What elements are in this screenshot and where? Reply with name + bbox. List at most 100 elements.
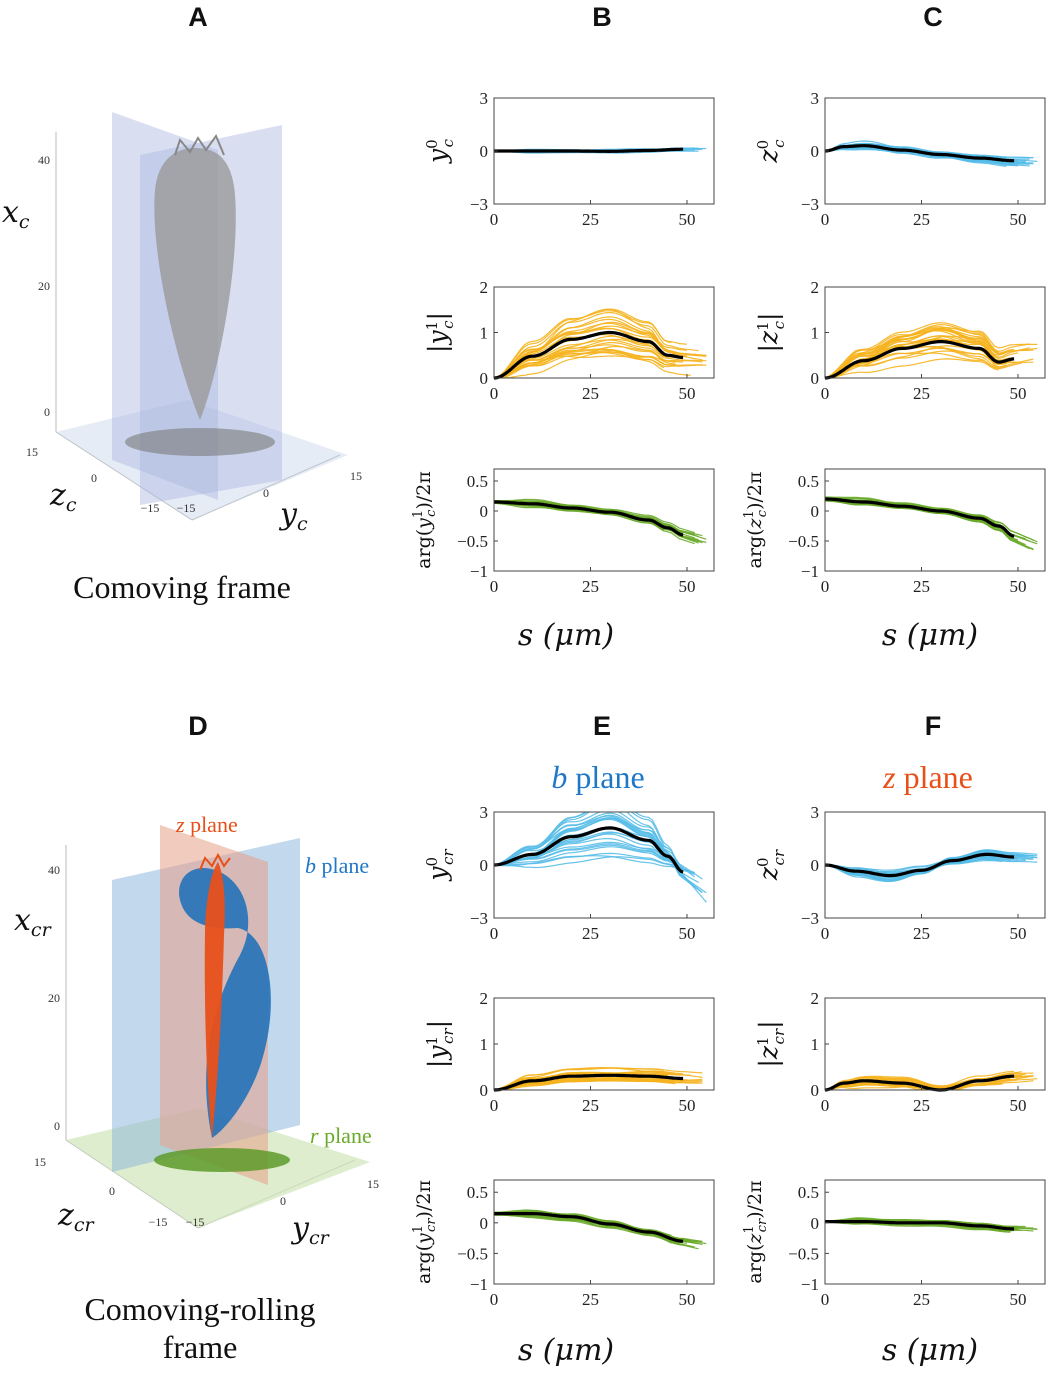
plot-E1-ytick-label: 1: [480, 1035, 489, 1054]
panel-D-z-label-sub: cr: [74, 1214, 96, 1236]
plot-C2-ylabel: arg(z1c)/2π: [742, 472, 770, 569]
panel-D-z-plane-label: z plane: [175, 812, 238, 837]
plot-C0-ytick-label: 3: [811, 89, 820, 108]
plot-F0-ytick-label: 3: [811, 803, 820, 822]
panel-D-z-tick-0: 0: [109, 1184, 115, 1198]
plot-F2-ylabel: arg(z1cr)/2π: [742, 1180, 770, 1283]
plot-E0-traces: [494, 812, 707, 903]
panel-A-projection-shadow: [125, 428, 275, 456]
plot-C1-trace: [825, 322, 1030, 378]
plot-C2-frame: [824, 468, 1046, 572]
panel-A-x-tick-0: 0: [44, 405, 50, 419]
plot-B1-trace: [494, 328, 668, 378]
plot-C1: 0 25 50 0 1 2 |z1c|: [754, 278, 1046, 403]
panel-F-xlabel: s (μm): [882, 1333, 978, 1368]
plot-B0-ytick-label: 3: [480, 89, 489, 108]
panel-A-x-label-sub: c: [19, 211, 30, 233]
plot-B1-ylabel: |y1c|: [423, 312, 457, 353]
plot-F2-ytick-label: 0.5: [798, 1183, 819, 1202]
plot-B0-ytick-label: −3: [470, 195, 488, 214]
plot-F2-xtick-label: 0: [821, 1290, 830, 1309]
plot-C1-ytick-label: 2: [811, 278, 820, 297]
plot-C1-traces: [825, 322, 1038, 378]
panel-D-y-tick-m15: −15: [186, 1215, 205, 1229]
panel-A-z-label-base: z: [49, 478, 66, 513]
plot-C1-xtick-label: 50: [1009, 384, 1026, 403]
plot-F2-ytick-label: −1: [801, 1275, 819, 1294]
plot-C2-ytick-label: −1: [801, 562, 819, 581]
panel-letter-A: A: [188, 2, 208, 32]
plot-B1-trace: [494, 338, 680, 378]
plot-B0-xtick-label: 25: [582, 210, 599, 229]
plot-E0-trace: [494, 846, 695, 874]
plot-C2-xtick-label: 25: [913, 577, 930, 596]
panel-E-title-word: plane: [567, 759, 644, 795]
plot-F1: 0 25 50 0 1 2 |z1cr|: [754, 989, 1046, 1115]
panel-D-z-bundle-tips: [199, 852, 231, 871]
panel-E-xlabel: s (μm): [518, 1333, 614, 1368]
plot-B2-ytick-label: −1: [470, 562, 488, 581]
plot-C1-mean-line: [824, 340, 1015, 380]
plot-B2-ylabel: arg(y1c)/2π: [411, 471, 439, 569]
panel-D-x-tick-0: 0: [54, 1119, 60, 1133]
plot-E0-trace: [494, 814, 680, 875]
plot-C2-trace: [825, 498, 1034, 541]
plot-B2-xtick-label: 25: [582, 577, 599, 596]
plot-B1-trace: [494, 335, 665, 378]
panel-A-z-axis: [55, 431, 193, 521]
panel-D-3d: z plane b plane r plane 40 20 0 15 0 −15…: [14, 812, 379, 1365]
panel-A-y-label: yc: [278, 497, 308, 535]
plot-E2-mean-line: [494, 1211, 684, 1243]
plot-B1-ytick-label: 1: [480, 324, 489, 343]
plot-F2-mean-line: [825, 1219, 1015, 1231]
panel-A-x-tick-20: 20: [38, 279, 50, 293]
plot-B0-ytick-label: 0: [480, 142, 489, 161]
panel-A-z-tick-0: 0: [91, 471, 97, 485]
plot-E0-mean-line: [493, 826, 684, 874]
panel-D-b-plane-label: b plane: [305, 853, 369, 878]
plot-E1-xtick-label: 50: [678, 1096, 695, 1115]
panel-D-y-label: ycr: [290, 1211, 331, 1249]
plot-F0-mean-line: [824, 852, 1015, 878]
panel-D-z-tick-m15: −15: [149, 1215, 168, 1229]
plot-B2-ytick-label: 0.5: [467, 472, 488, 491]
panel-D-x-label-sub: cr: [31, 919, 53, 941]
panel-A-y-label-base: y: [278, 497, 298, 532]
panel-D-projection-shadow: [154, 1148, 290, 1172]
plot-E0-trace: [494, 856, 676, 869]
plot-E0-ylabel: y0cr: [423, 849, 457, 882]
plot-F1-ytick-label: 1: [811, 1035, 820, 1054]
plot-E0-xtick-label: 50: [678, 924, 695, 943]
plot-B2-ytick-label: −0.5: [457, 532, 488, 551]
plot-C1-xtick-label: 25: [913, 384, 930, 403]
plot-E1-trace: [494, 1079, 703, 1090]
plot-E2: 0 25 50 −1 −0.5 0 0.5 arg(y1cr)/2π: [411, 1179, 715, 1309]
plot-C0-ylabel: z0c: [754, 139, 788, 164]
panel-D-z-label: zcr: [57, 1198, 95, 1236]
plot-B2-ytick-label: 0: [480, 502, 489, 521]
plot-E1-ytick-label: 2: [480, 989, 489, 1008]
plot-C0-xtick-label: 0: [821, 210, 830, 229]
plot-C1-xtick-label: 0: [821, 384, 830, 403]
plot-F0-xtick-label: 0: [821, 924, 830, 943]
plot-F0-xtick-label: 25: [913, 924, 930, 943]
plot-B0-ylabel: y0c: [423, 138, 457, 164]
panel-D-r-plane-word: plane: [319, 1123, 372, 1148]
plot-E0-trace: [494, 812, 669, 866]
plot-B2-traces: [494, 498, 707, 545]
plot-C2: 0 25 50 −1 −0.5 0 0.5 arg(z1c)/2π: [742, 468, 1046, 596]
panel-D-x-label-base: x: [14, 903, 31, 938]
plot-E2-ytick-label: 0: [480, 1214, 489, 1233]
panel-D-x-tick-40: 40: [48, 863, 60, 877]
panel-A-x-label-base: x: [2, 195, 19, 230]
panel-D-z-bundle: [204, 862, 225, 1138]
plot-B2-xtick-label: 50: [678, 577, 695, 596]
plot-E1: 0 25 50 0 1 2 |y1cr|: [423, 989, 715, 1115]
panel-F-title-sym: z: [882, 759, 896, 795]
panel-E-title-sym: b: [551, 759, 567, 795]
plot-B1-xtick-label: 25: [582, 384, 599, 403]
panel-A-z-label: zc: [49, 478, 77, 516]
plot-E0-trace: [494, 844, 676, 866]
